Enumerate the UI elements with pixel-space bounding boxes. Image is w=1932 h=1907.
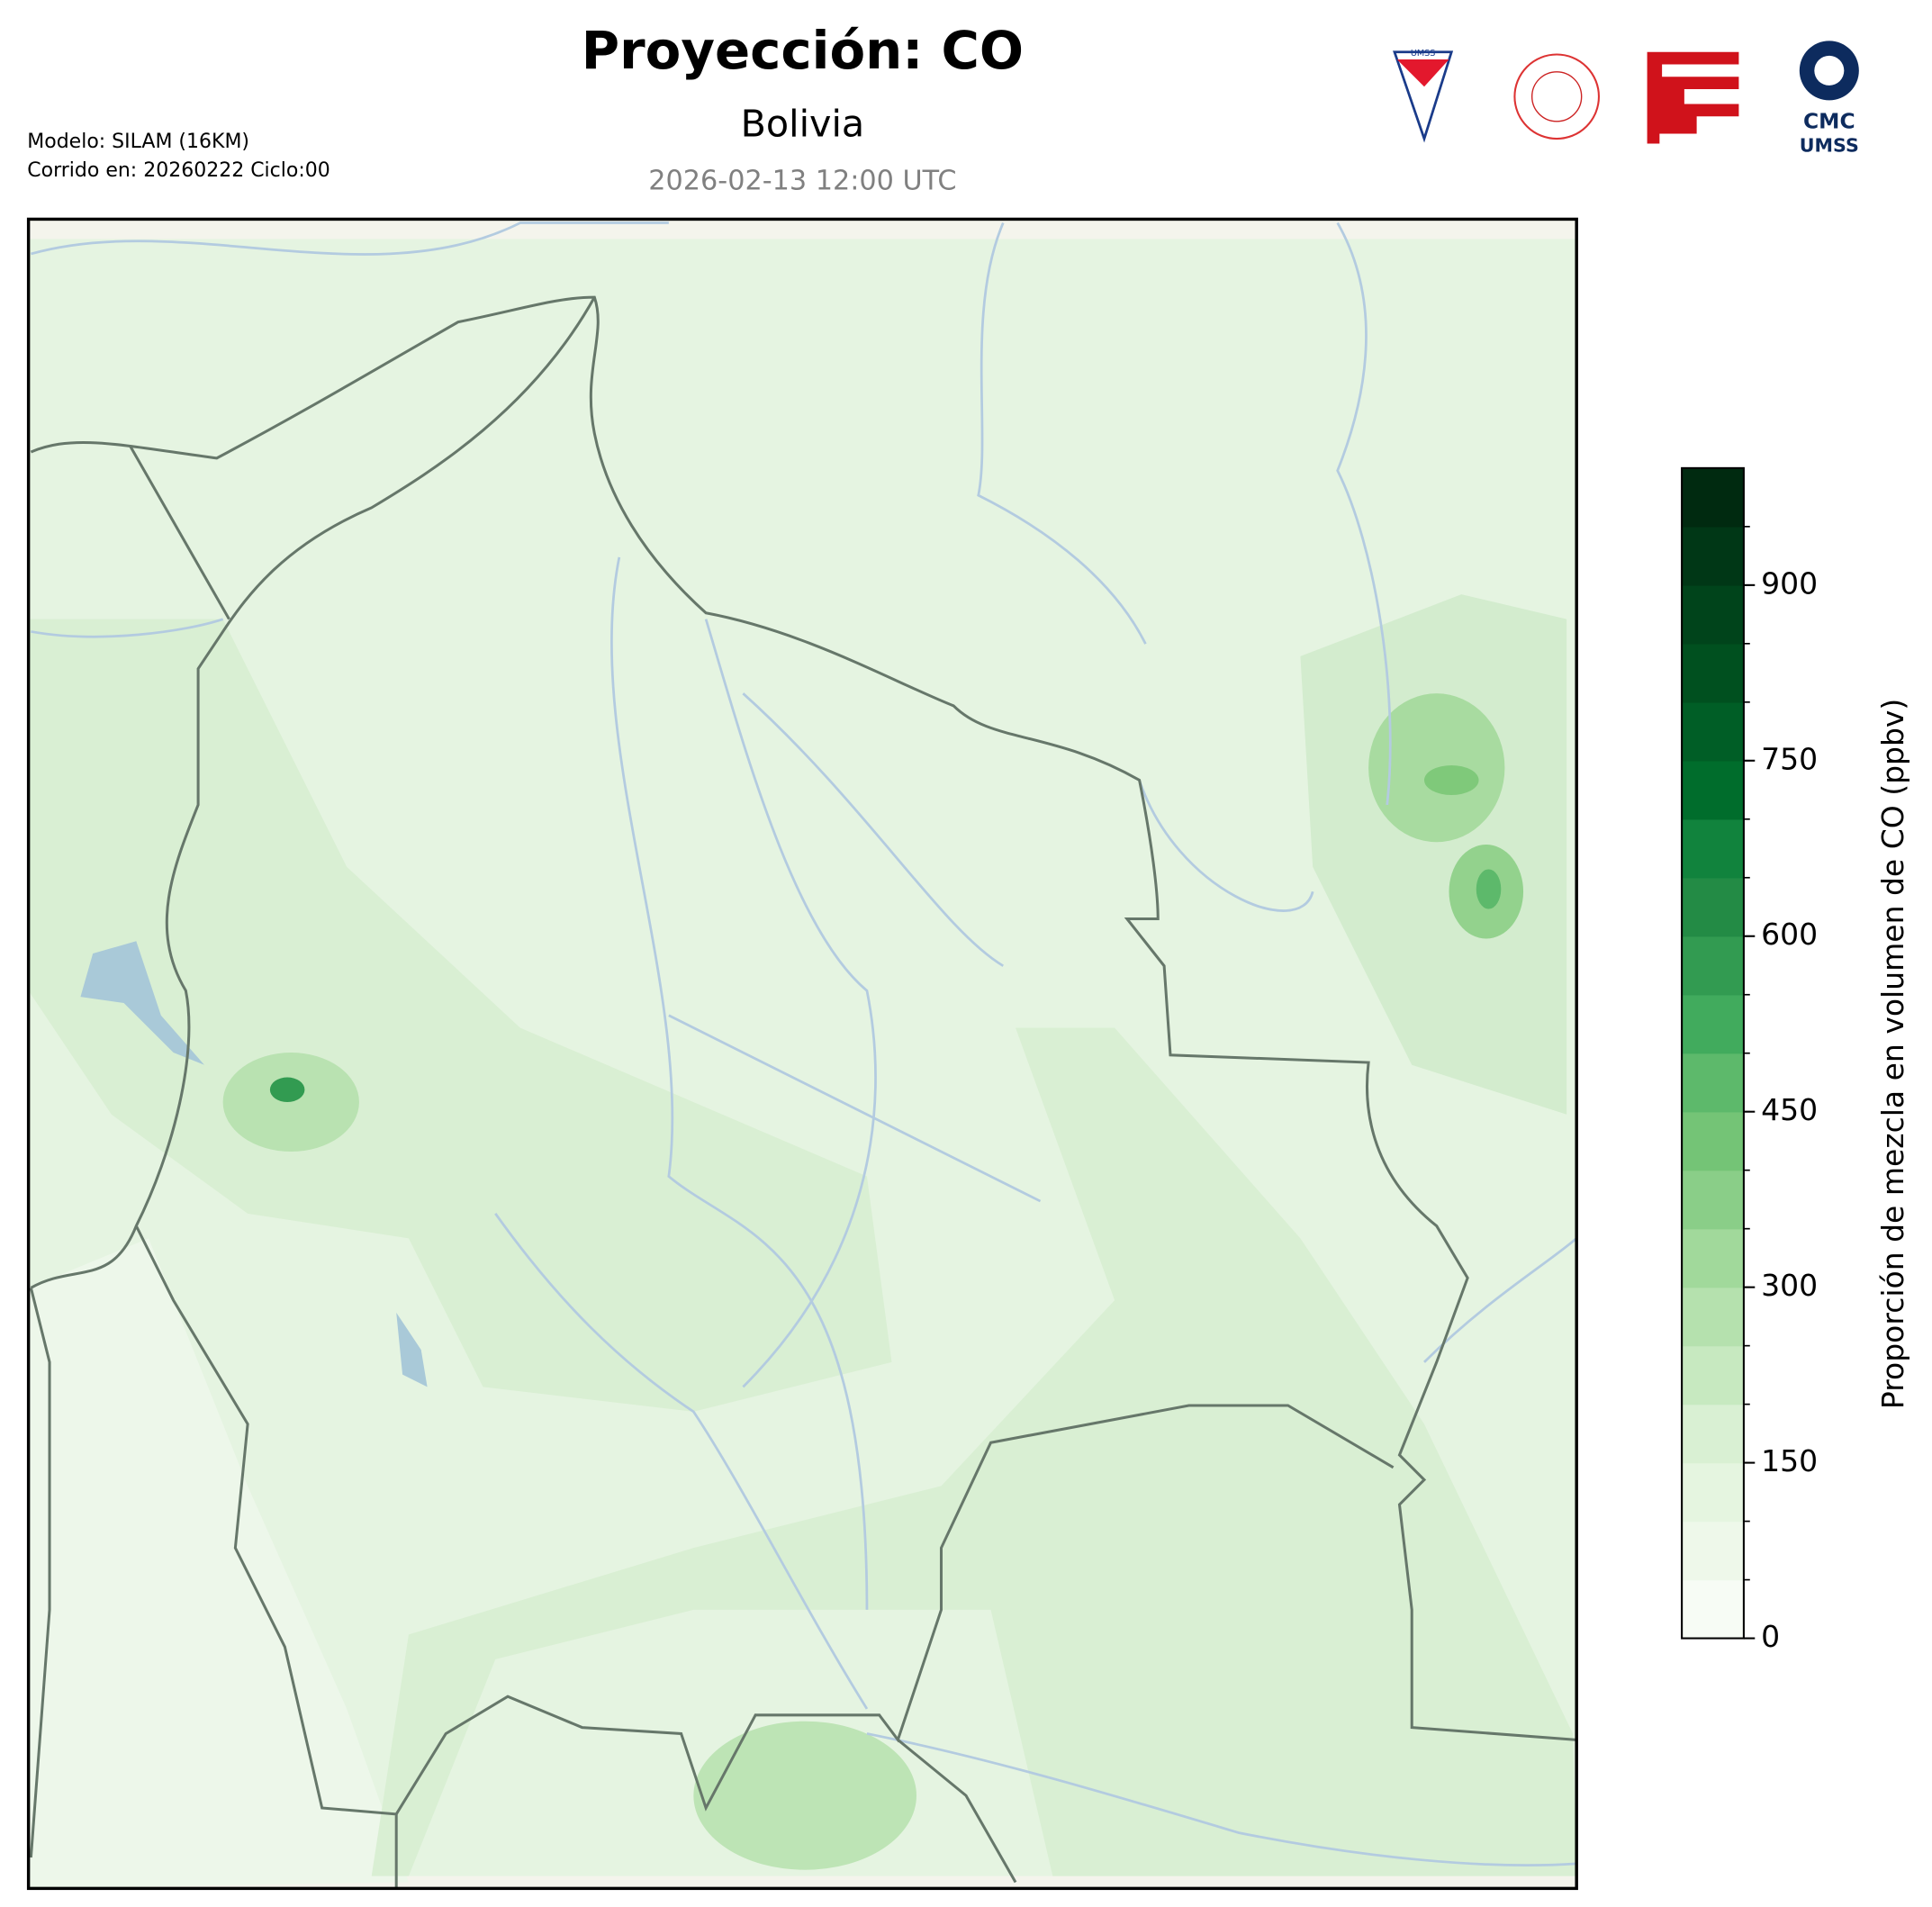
colorbar-segment [1682, 701, 1744, 762]
tick-label: 600 [1761, 917, 1818, 952]
colorbar-segment [1682, 994, 1744, 1054]
hotspot-core [269, 1077, 305, 1103]
logo-cmc-text: CMC [1803, 109, 1855, 134]
logo-umss-red [1396, 59, 1449, 87]
date: 2026-02-13 12:00 UTC [648, 166, 956, 197]
colorbar-frame [1681, 466, 1745, 1640]
colorbar-segment [1682, 643, 1744, 703]
logo-fisica [1513, 53, 1600, 140]
field-south [371, 1027, 1577, 1876]
colorbar-segment [1682, 1579, 1744, 1640]
run: Corrido en: 20260222 Ciclo:00 [27, 159, 330, 182]
colorbar-segment [1682, 1228, 1744, 1288]
rivers [31, 221, 1577, 1866]
logo-red [1647, 51, 1739, 144]
hotspot-core [1476, 869, 1502, 909]
tick-label: 300 [1761, 1268, 1818, 1303]
logo-umss [1393, 50, 1454, 143]
colorbar-segment [1682, 877, 1744, 937]
tick-label: 0 [1761, 1619, 1780, 1654]
logo-fisica-inner [1530, 71, 1583, 122]
colorbar: 0 150 300 450 600 750 900 [1681, 466, 1818, 1654]
logo-cmc-inner [1814, 55, 1845, 86]
colorbar-segment [1682, 1345, 1744, 1405]
tick-label: 900 [1761, 565, 1818, 601]
logos: UMSS CMC UMSS [1393, 41, 1859, 156]
hotspot [222, 1053, 359, 1152]
colorbar-segment [1682, 1462, 1744, 1523]
logo-umss-text: UMSS [1411, 49, 1436, 59]
tick-label: 750 [1761, 741, 1818, 776]
colorbar-segment [1682, 935, 1744, 996]
borders [29, 295, 1577, 1889]
colorbar-segment [1682, 1521, 1744, 1581]
map-frame [26, 217, 1578, 1891]
colorbar-segment [1682, 1170, 1744, 1230]
model: Modelo: SILAM (16KM) [27, 131, 249, 153]
tick-label: 150 [1761, 1443, 1818, 1478]
colorbar-segment [1682, 1404, 1744, 1464]
title: Proyección: CO [582, 20, 1024, 81]
field-low [28, 1238, 409, 1889]
subtitle: Bolivia [741, 102, 865, 145]
colorbar-segment [1682, 760, 1744, 820]
field-mid [28, 619, 892, 1412]
field-east [1300, 594, 1567, 1115]
hotspot-core [1423, 764, 1479, 795]
colorbar-label: Proporción de mezcla en volumen de CO (p… [1875, 699, 1910, 1409]
colorbar-segment [1682, 584, 1744, 645]
colorbar-segment [1682, 818, 1744, 879]
colorbar-segment [1682, 1111, 1744, 1171]
map [26, 217, 1578, 1891]
field-patch [693, 1721, 916, 1870]
colorbar-segment [1682, 526, 1744, 586]
colorbar-segment [1682, 1287, 1744, 1347]
colorbar-segment [1682, 467, 1744, 528]
tick-label: 450 [1761, 1092, 1818, 1127]
logo-umss-label: UMSS [1800, 134, 1859, 156]
colorbar-segment [1682, 1053, 1744, 1113]
lake [396, 1312, 428, 1387]
lake [80, 941, 204, 1065]
